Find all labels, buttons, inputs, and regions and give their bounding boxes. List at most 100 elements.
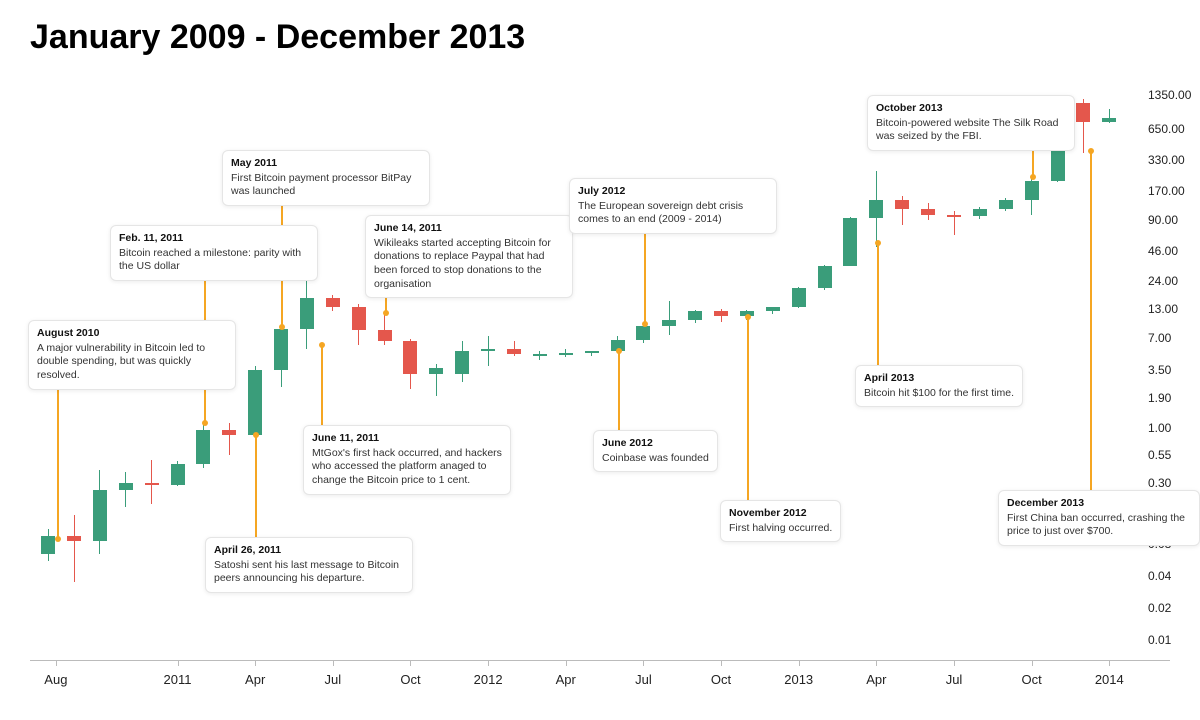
annotation-box: April 26, 2011Satoshi sent his last mess… xyxy=(205,537,413,593)
candle xyxy=(636,326,650,340)
y-axis-tick: 1.00 xyxy=(1148,422,1171,434)
annotation-title: June 2012 xyxy=(602,437,709,451)
candle xyxy=(222,430,236,435)
x-tick-mark xyxy=(566,660,567,666)
candle xyxy=(378,330,392,341)
annotation-dot xyxy=(616,348,622,354)
annotation-title: November 2012 xyxy=(729,507,832,521)
x-tick-mark xyxy=(56,660,57,666)
x-axis-tick: Apr xyxy=(245,672,265,687)
annotation-body: A major vulnerability in Bitcoin led to … xyxy=(37,342,227,383)
annotation-line xyxy=(747,317,749,500)
annotation-body: MtGox's first hack occurred, and hackers… xyxy=(312,447,502,488)
page-title: January 2009 - December 2013 xyxy=(30,18,525,57)
x-axis-tick: Apr xyxy=(556,672,576,687)
annotation-box: August 2010A major vulnerability in Bitc… xyxy=(28,320,236,390)
candle xyxy=(533,354,547,356)
x-tick-mark xyxy=(799,660,800,666)
annotation-box: June 11, 2011MtGox's first hack occurred… xyxy=(303,425,511,495)
x-axis-line xyxy=(30,660,1170,661)
candle xyxy=(869,200,883,219)
annotation-box: April 2013Bitcoin hit $100 for the first… xyxy=(855,365,1023,407)
candle xyxy=(41,536,55,554)
annotation-body: Bitcoin reached a milestone: parity with… xyxy=(119,247,309,274)
annotation-line xyxy=(1090,151,1092,490)
x-axis-tick: Jul xyxy=(635,672,652,687)
y-axis-tick: 90.00 xyxy=(1148,214,1178,226)
candle xyxy=(248,370,262,435)
x-tick-mark xyxy=(643,660,644,666)
candle xyxy=(714,311,728,316)
y-axis-tick: 650.00 xyxy=(1148,123,1185,135)
candle xyxy=(274,329,288,369)
annotation-box: June 14, 2011Wikileaks started accepting… xyxy=(365,215,573,298)
y-axis-tick: 0.04 xyxy=(1148,570,1171,582)
y-axis-tick: 0.01 xyxy=(1148,634,1171,646)
candle xyxy=(792,288,806,307)
candle xyxy=(481,349,495,351)
annotation-box: Feb. 11, 2011Bitcoin reached a milestone… xyxy=(110,225,318,281)
y-axis-tick: 170.00 xyxy=(1148,185,1185,197)
x-axis-tick: Aug xyxy=(44,672,67,687)
y-axis-tick: 0.30 xyxy=(1148,477,1171,489)
annotation-dot xyxy=(55,536,61,542)
x-tick-mark xyxy=(876,660,877,666)
candle xyxy=(145,483,159,485)
annotation-body: Bitcoin-powered website The Silk Road wa… xyxy=(876,117,1066,144)
x-axis-tick: 2011 xyxy=(164,672,192,687)
candle xyxy=(999,200,1013,209)
candle xyxy=(455,351,469,374)
x-axis-tick: Jul xyxy=(946,672,963,687)
annotation-dot xyxy=(202,420,208,426)
annotation-dot xyxy=(253,432,259,438)
candle xyxy=(507,349,521,354)
x-tick-mark xyxy=(1109,660,1110,666)
y-axis-tick: 330.00 xyxy=(1148,154,1185,166)
annotation-dot xyxy=(745,314,751,320)
candle-wick xyxy=(488,336,489,365)
candle-wick xyxy=(74,515,75,582)
candle xyxy=(688,311,702,320)
annotation-body: Bitcoin hit $100 for the first time. xyxy=(864,387,1014,401)
x-axis-tick: 2014 xyxy=(1095,672,1124,687)
y-axis-tick: 0.02 xyxy=(1148,602,1171,614)
annotation-body: First halving occurred. xyxy=(729,522,832,536)
y-axis-tick: 3.50 xyxy=(1148,364,1171,376)
x-axis-tick: 2012 xyxy=(474,672,503,687)
x-tick-mark xyxy=(954,660,955,666)
annotation-line xyxy=(877,243,879,365)
candle xyxy=(67,536,81,541)
candle xyxy=(585,351,599,353)
x-axis-tick: 2013 xyxy=(784,672,813,687)
annotation-line xyxy=(255,435,257,537)
x-axis-tick: Apr xyxy=(866,672,886,687)
annotation-body: Coinbase was founded xyxy=(602,452,709,466)
annotation-title: December 2013 xyxy=(1007,497,1191,511)
annotation-line xyxy=(618,351,620,430)
x-tick-mark xyxy=(178,660,179,666)
x-axis-tick: Oct xyxy=(711,672,731,687)
y-axis-tick: 1.90 xyxy=(1148,392,1171,404)
annotation-title: June 14, 2011 xyxy=(374,222,564,236)
x-tick-mark xyxy=(410,660,411,666)
candle xyxy=(429,368,443,373)
candle xyxy=(1076,103,1090,121)
annotation-dot xyxy=(1030,174,1036,180)
x-axis-tick: Oct xyxy=(1022,672,1042,687)
candle-wick xyxy=(229,423,230,455)
y-axis-tick: 24.00 xyxy=(1148,275,1178,287)
annotation-dot xyxy=(279,324,285,330)
candle-wick xyxy=(151,460,152,505)
candle xyxy=(895,200,909,209)
annotation-dot xyxy=(642,321,648,327)
annotation-line xyxy=(321,345,323,425)
candle xyxy=(947,215,961,217)
annotation-title: October 2013 xyxy=(876,102,1066,116)
annotation-body: Wikileaks started accepting Bitcoin for … xyxy=(374,237,564,292)
annotation-title: Feb. 11, 2011 xyxy=(119,232,309,246)
candle xyxy=(300,298,314,329)
annotation-box: October 2013Bitcoin-powered website The … xyxy=(867,95,1075,151)
candle xyxy=(1025,181,1039,200)
x-tick-mark xyxy=(1032,660,1033,666)
x-axis-tick: Oct xyxy=(400,672,420,687)
